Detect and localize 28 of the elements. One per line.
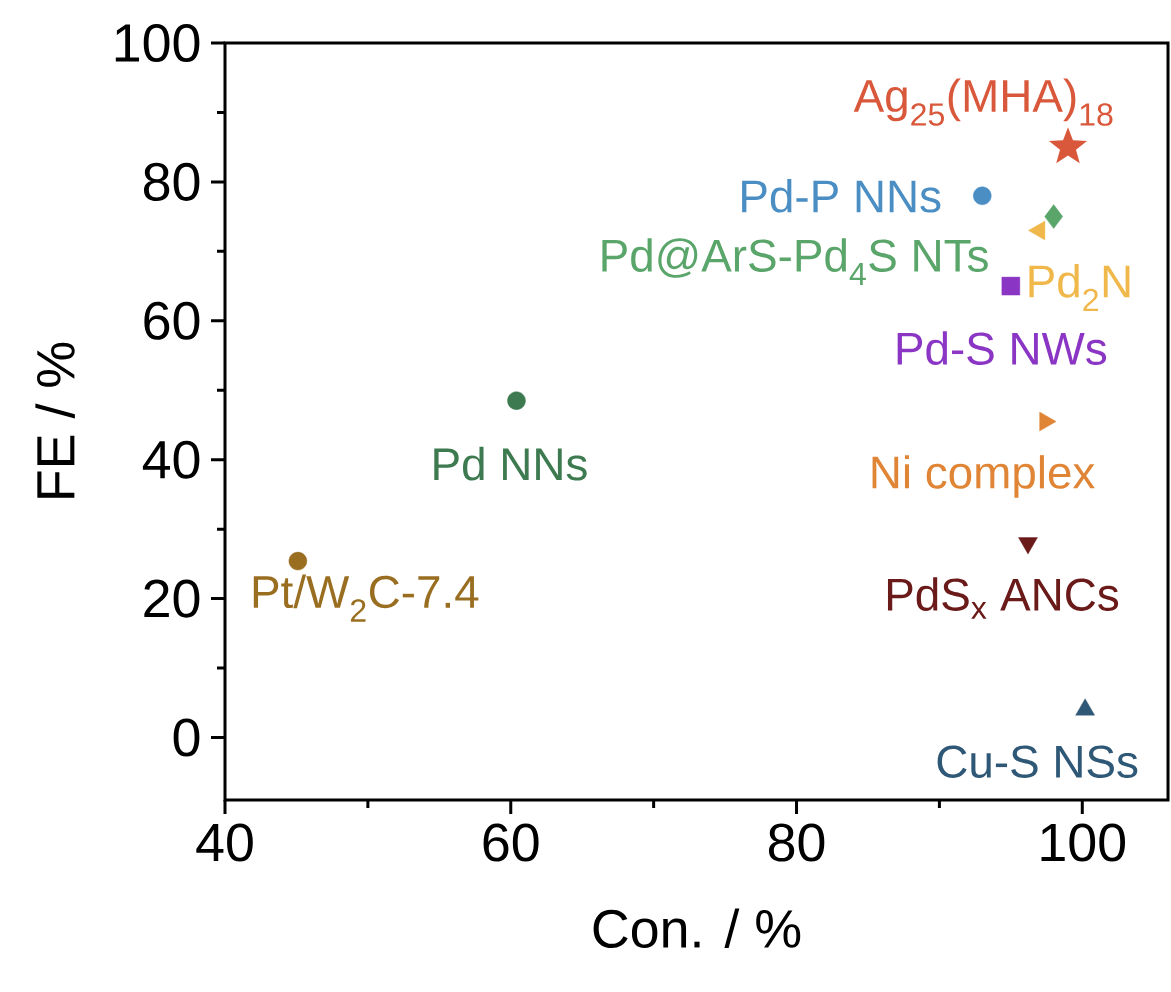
y-tick-label: 40 (142, 440, 200, 479)
series-label: Pd-S NWs (897, 331, 1107, 365)
series-label: Pd NNs (434, 446, 587, 481)
point (973, 186, 992, 205)
point (1044, 204, 1063, 229)
point (1001, 276, 1021, 296)
y-axis-title: FE / % (35, 342, 75, 498)
series-label: Ag$_{25}$(MHA)$_{18}$ (853, 78, 1113, 126)
x-tick-label: 60 (483, 823, 539, 862)
y-tick-label: 80 (143, 162, 200, 201)
series-label: PdS$_{x}$ ANCs (887, 577, 1119, 619)
series-label: Pd@ArS-Pd$_{4}$S NTs (602, 238, 988, 285)
x-tick-label: 80 (768, 823, 825, 862)
x-axis-title: Con. / % (593, 908, 801, 948)
x-tick-label: 40 (196, 823, 253, 862)
series-label: Pt/W$_{2}$C-7.4 (253, 574, 479, 622)
y-tick-label: 0 (173, 718, 200, 757)
series-label: Pd$_{2}$N (1029, 263, 1130, 312)
series-label: Ni complex (872, 455, 1095, 498)
point (507, 391, 526, 410)
point (1048, 127, 1088, 164)
point (288, 551, 308, 571)
series-label: Cu-S NSs (937, 745, 1138, 778)
x-tick-label: 100 (1041, 823, 1126, 862)
y-tick-label: 60 (144, 301, 200, 340)
y-tick-label: 20 (144, 579, 200, 618)
y-tick-label: 100 (115, 23, 200, 63)
series-label: Pd-P NNs (742, 178, 941, 213)
